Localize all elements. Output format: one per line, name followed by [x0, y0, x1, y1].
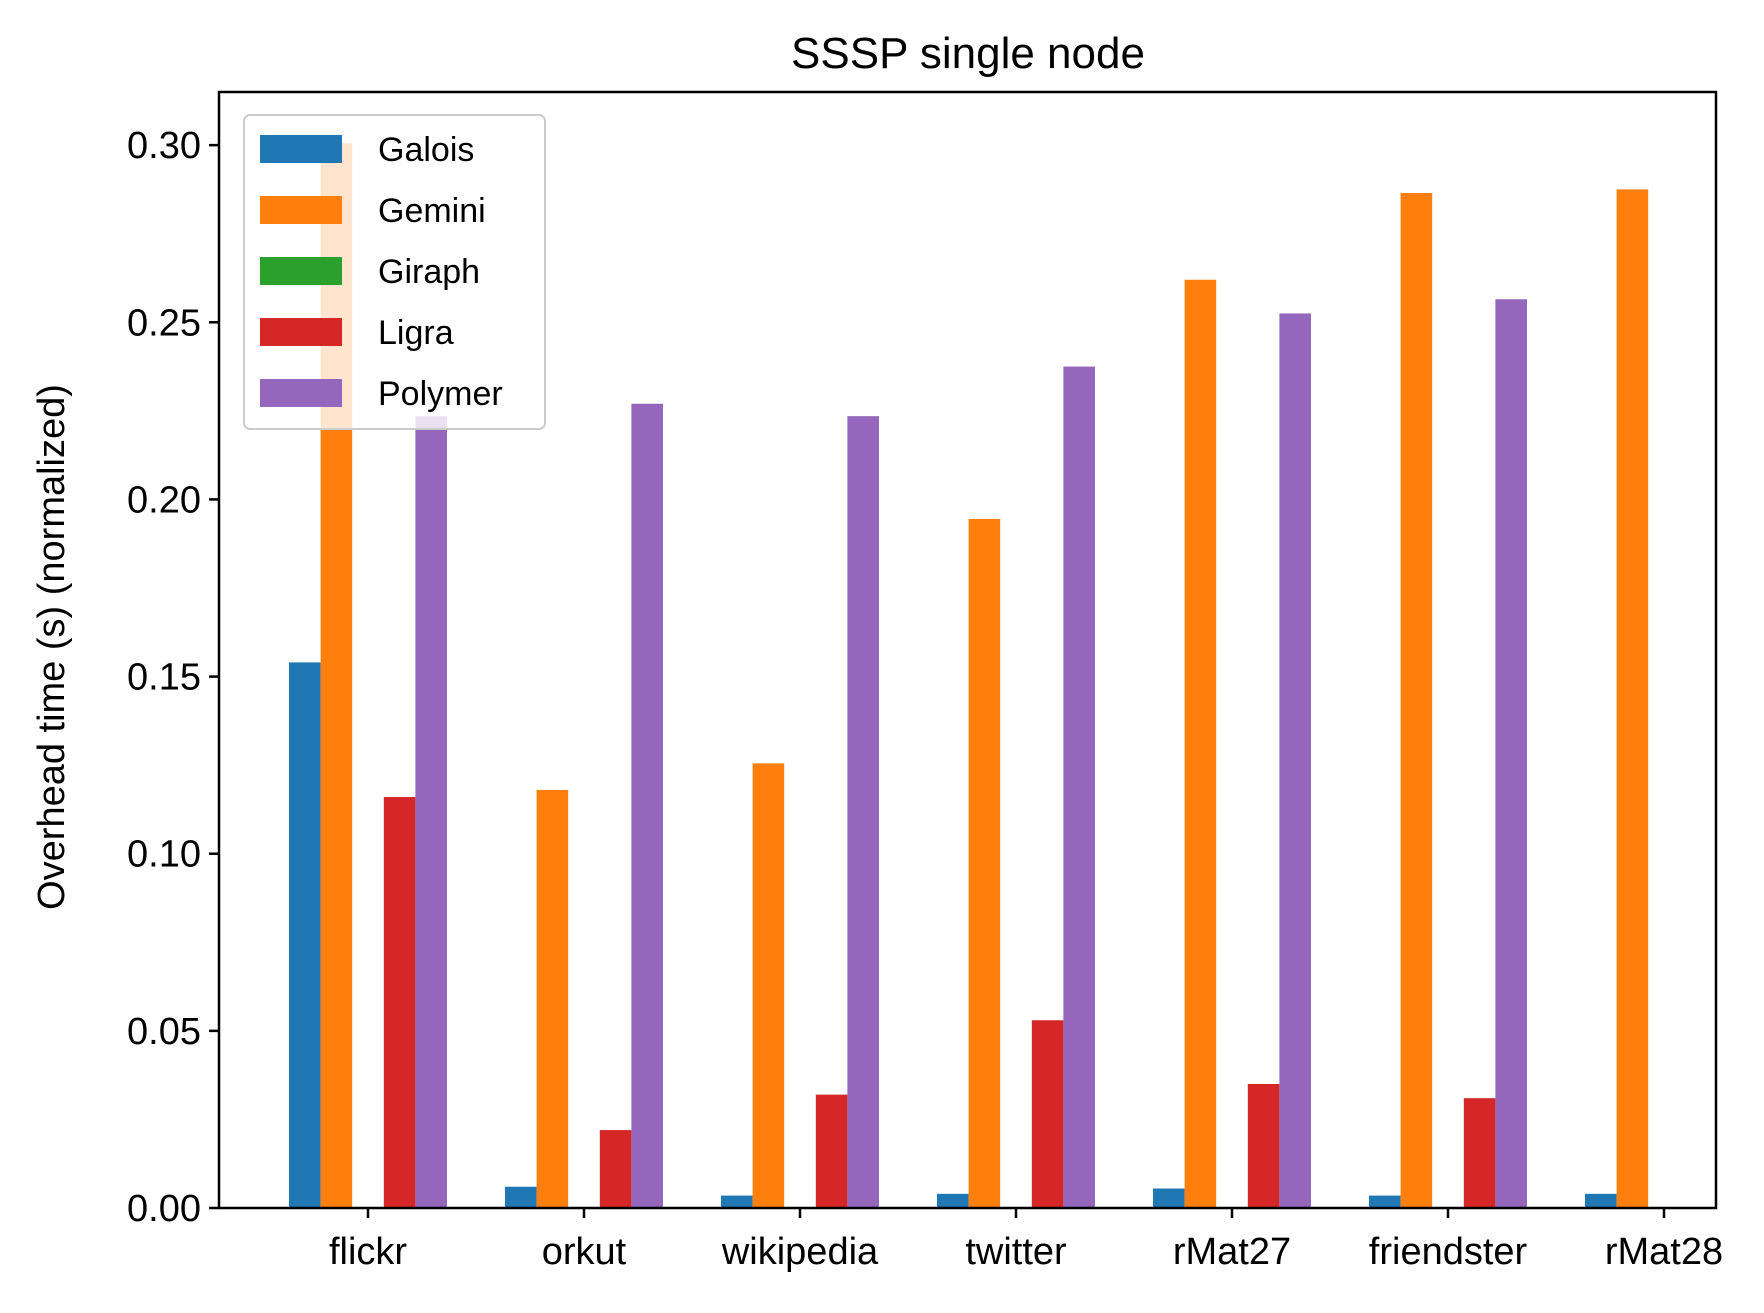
- legend: Galois Gemini Giraph Ligra Polymer: [243, 114, 546, 430]
- y-tick-label: 0.05: [127, 1011, 201, 1053]
- bar-gemini-twitter: [968, 518, 1001, 1208]
- bar-ligra-flickr: [383, 797, 416, 1208]
- bar-galois-orkut: [505, 1186, 537, 1208]
- legend-swatch-galois: [260, 135, 342, 163]
- legend-label-gemini: Gemini: [378, 192, 486, 230]
- y-tick-label: 0.15: [127, 657, 201, 699]
- bars-layer: [289, 143, 1649, 1209]
- bar-galois-rmat28: [1585, 1193, 1617, 1208]
- bar-polymer-orkut: [631, 403, 663, 1208]
- x-tick-label-flickr: flickr: [329, 1231, 407, 1273]
- legend-label-polymer: Polymer: [378, 375, 503, 413]
- bar-galois-wikipedia: [721, 1195, 753, 1208]
- bar-polymer-twitter: [1063, 366, 1095, 1208]
- axes-layer: 0.00 0.05 0.10 0.15 0.20 0.25 0.30 flickr orkut w…: [127, 90, 1723, 1273]
- bar-gemini-rmat28: [1616, 189, 1649, 1208]
- bar-polymer-flickr: [415, 416, 447, 1208]
- legend-swatch-polymer: [260, 379, 342, 407]
- bar-gemini-orkut: [536, 789, 569, 1208]
- legend-swatch-gemini: [260, 196, 342, 224]
- bar-ligra-wikipedia: [815, 1094, 848, 1208]
- bar-gemini-wikipedia: [752, 763, 785, 1208]
- bar-ligra-twitter: [1031, 1020, 1064, 1208]
- plot-frame: [217, 90, 1718, 1210]
- y-tick-label: 0.00: [127, 1188, 201, 1230]
- x-tick-label-orkut: orkut: [542, 1231, 627, 1273]
- bar-polymer-wikipedia: [847, 416, 879, 1208]
- x-tick-label-wikipedia: wikipedia: [721, 1231, 879, 1273]
- legend-label-galois: Galois: [378, 131, 474, 169]
- legend-box: [243, 114, 546, 430]
- y-tick-label: 0.25: [127, 302, 201, 344]
- legend-label-giraph: Giraph: [378, 253, 480, 291]
- x-tick-label-friendster: friendster: [1369, 1231, 1528, 1273]
- bar-polymer-friendster: [1495, 299, 1527, 1208]
- bar-galois-flickr: [289, 662, 321, 1208]
- bar-polymer-rmat27: [1279, 313, 1311, 1208]
- y-tick-label: 0.10: [127, 834, 201, 876]
- bar-ligra-orkut: [599, 1130, 632, 1208]
- x-tick-label-rmat28: rMat28: [1605, 1231, 1723, 1273]
- x-tick-label-rmat27: rMat27: [1173, 1231, 1291, 1273]
- bar-galois-rmat27: [1153, 1188, 1185, 1208]
- chart-title: SSSP single node: [791, 29, 1145, 78]
- x-tick-label-twitter: twitter: [965, 1231, 1067, 1273]
- legend-label-ligra: Ligra: [378, 314, 454, 352]
- y-tick-label: 0.20: [127, 479, 201, 521]
- y-axis-title: Overhead time (s) (normalized): [31, 384, 73, 910]
- bar-galois-friendster: [1369, 1195, 1401, 1208]
- bar-galois-twitter: [937, 1193, 969, 1208]
- y-tick-label: 0.30: [127, 125, 201, 167]
- legend-swatch-giraph: [260, 257, 342, 285]
- legend-swatch-ligra: [260, 318, 342, 346]
- bar-gemini-rmat27: [1184, 279, 1217, 1208]
- bar-ligra-friendster: [1463, 1098, 1496, 1208]
- bar-gemini-friendster: [1400, 192, 1433, 1209]
- bar-ligra-rmat27: [1247, 1084, 1280, 1208]
